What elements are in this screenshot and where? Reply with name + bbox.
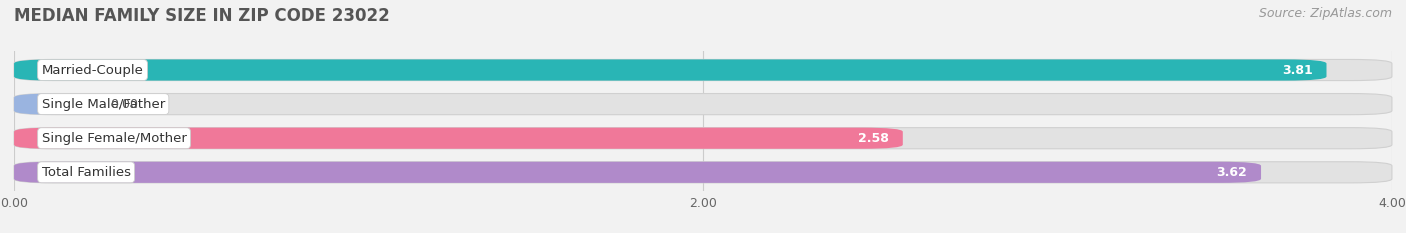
Text: 3.81: 3.81 [1282,64,1313,76]
Text: Total Families: Total Families [42,166,131,179]
FancyBboxPatch shape [14,93,1392,115]
FancyBboxPatch shape [14,128,903,149]
Text: Single Female/Mother: Single Female/Mother [42,132,187,145]
FancyBboxPatch shape [14,59,1326,81]
Text: 2.58: 2.58 [858,132,889,145]
Text: MEDIAN FAMILY SIZE IN ZIP CODE 23022: MEDIAN FAMILY SIZE IN ZIP CODE 23022 [14,7,389,25]
Text: Single Male/Father: Single Male/Father [42,98,165,111]
Text: Source: ZipAtlas.com: Source: ZipAtlas.com [1258,7,1392,20]
Text: 0.00: 0.00 [111,98,139,111]
FancyBboxPatch shape [14,59,1392,81]
Text: Married-Couple: Married-Couple [42,64,143,76]
FancyBboxPatch shape [14,162,1392,183]
FancyBboxPatch shape [14,93,76,115]
FancyBboxPatch shape [14,162,1261,183]
FancyBboxPatch shape [14,128,1392,149]
Text: 3.62: 3.62 [1216,166,1247,179]
